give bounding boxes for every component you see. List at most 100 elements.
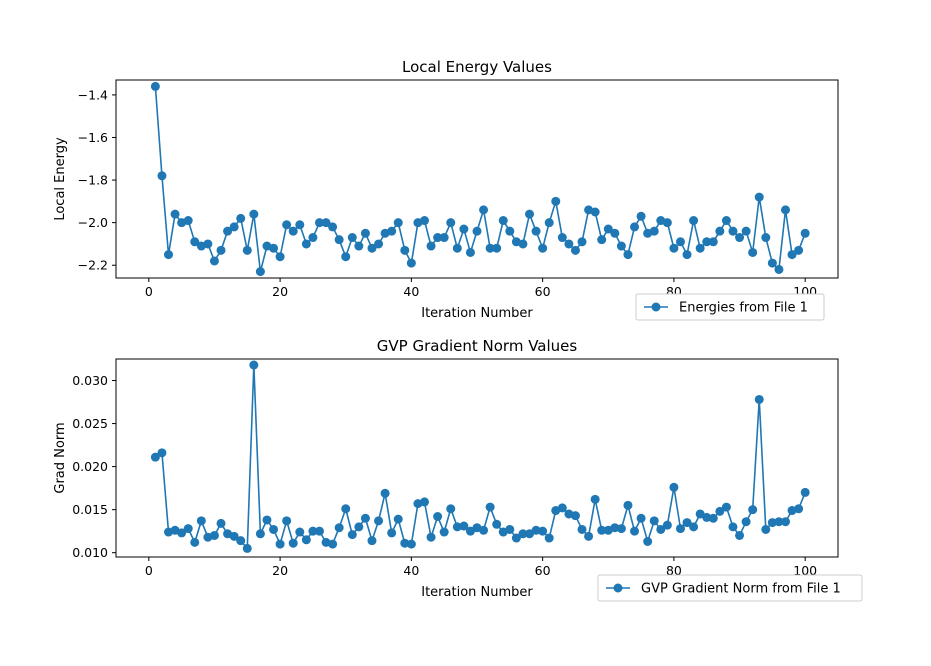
data-point (748, 505, 758, 515)
data-point (564, 239, 574, 249)
data-point (689, 216, 699, 226)
chart-title: Local Energy Values (402, 58, 552, 76)
data-point (347, 530, 357, 540)
data-point (551, 196, 561, 206)
y-tick-label: 0.030 (72, 373, 108, 388)
legend-marker (651, 302, 661, 312)
data-point (754, 394, 764, 404)
x-tick-label: 40 (403, 284, 419, 299)
data-point (630, 526, 640, 536)
data-point (400, 538, 410, 548)
data-point (485, 243, 495, 253)
data-point (754, 192, 764, 202)
data-point (387, 528, 397, 538)
data-point (544, 533, 554, 543)
data-point (328, 539, 338, 549)
x-tick-label: 0 (145, 284, 153, 299)
data-point (662, 218, 672, 228)
data-point (229, 531, 239, 541)
data-point (590, 207, 600, 217)
data-point (196, 516, 206, 526)
data-point (603, 224, 613, 234)
data-point (531, 525, 541, 535)
x-tick-label: 40 (403, 563, 419, 578)
data-point (643, 537, 653, 546)
data-point (374, 239, 384, 249)
data-point (492, 519, 502, 529)
data-point (262, 515, 272, 525)
x-tick-label: 60 (535, 284, 551, 299)
data-point (242, 245, 252, 255)
data-point (630, 222, 640, 232)
data-point (505, 524, 515, 534)
data-point (780, 205, 790, 215)
legend-marker (613, 583, 623, 593)
data-point (544, 218, 554, 228)
data-point (314, 526, 324, 536)
data-point (708, 513, 718, 523)
data-point (446, 504, 456, 514)
data-point (334, 523, 344, 533)
data-point (767, 258, 777, 268)
y-axis-label: Local Energy (53, 137, 68, 221)
data-point (433, 512, 443, 522)
data-point (308, 233, 318, 243)
y-tick-label: 0.025 (72, 416, 108, 431)
y-tick-label: 0.015 (72, 502, 108, 517)
data-point (321, 218, 331, 228)
data-point (314, 218, 324, 228)
data-point (761, 524, 771, 534)
data-point (216, 245, 226, 255)
x-axis-label: Iteration Number (421, 306, 533, 321)
data-point (492, 243, 502, 253)
y-tick-label: −2.0 (78, 215, 108, 230)
data-point (426, 241, 436, 251)
data-point (170, 209, 180, 219)
data-point (518, 239, 528, 249)
data-point (341, 252, 351, 262)
data-point (209, 256, 219, 266)
data-point (728, 522, 738, 532)
data-point (255, 267, 265, 277)
data-point (695, 243, 705, 253)
data-point (485, 502, 495, 512)
data-point (249, 209, 259, 219)
axis-ticks: 0 20 40 60 80 100−1.4−1.6−1.8−2.0−2.2 (78, 87, 818, 299)
x-tick-label: 0 (145, 563, 153, 578)
x-axis-label: Iteration Number (421, 585, 533, 600)
data-point (282, 220, 292, 230)
data-point (682, 518, 692, 528)
data-point (459, 521, 469, 531)
data-point (393, 514, 403, 524)
legend-box (635, 293, 825, 321)
data-point (787, 250, 797, 260)
data-point (649, 226, 659, 236)
data-point (269, 524, 279, 534)
data-point (465, 247, 475, 257)
data-point (387, 226, 397, 236)
data-point (721, 502, 731, 512)
data-point (597, 525, 607, 535)
data-point (249, 360, 259, 370)
series-markers (150, 81, 810, 277)
chart-gradient-norm: GVP Gradient Norm Values 0 20 40 60 80 100 0.0… (53, 337, 863, 602)
data-point (341, 504, 351, 514)
axis-ticks: 0 20 40 60 80 100 0.030 0.025 0.020 0.015 0.010 (72, 373, 817, 578)
data-point (479, 525, 489, 535)
data-point (295, 220, 305, 230)
data-point (360, 228, 370, 238)
x-tick-label: 20 (272, 563, 288, 578)
data-point (288, 538, 298, 548)
data-point (570, 245, 580, 255)
data-point (439, 233, 449, 243)
x-tick-label: 20 (272, 284, 288, 299)
data-point (393, 218, 403, 228)
data-point (721, 216, 731, 226)
data-point (439, 527, 449, 537)
chart-title: GVP Gradient Norm Values (377, 337, 578, 355)
data-point (164, 250, 174, 260)
data-point (656, 524, 666, 534)
data-point (518, 529, 528, 539)
y-tick-label: −1.8 (78, 173, 108, 188)
data-point (255, 529, 265, 539)
